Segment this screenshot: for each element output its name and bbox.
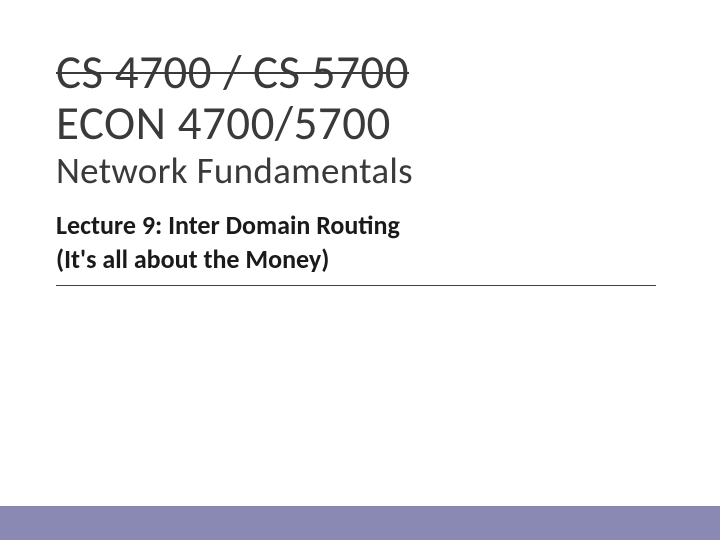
- lecture-heading-block: Lecture 9: Inter Domain Routing (It's al…: [56, 209, 656, 286]
- lecture-title: Lecture 9: Inter Domain Routing: [56, 209, 656, 243]
- lecture-subtitle: (It's all about the Money): [56, 243, 656, 277]
- course-subtitle: Network Fundamentals: [56, 151, 664, 192]
- course-code-econ: ECON 4700/5700: [56, 99, 664, 148]
- presentation-slide: CS 4700 / CS 5700 ECON 4700/5700 Network…: [0, 0, 720, 540]
- footer-accent-bar: [0, 506, 720, 540]
- course-code-cs: CS 4700 / CS 5700: [56, 48, 664, 97]
